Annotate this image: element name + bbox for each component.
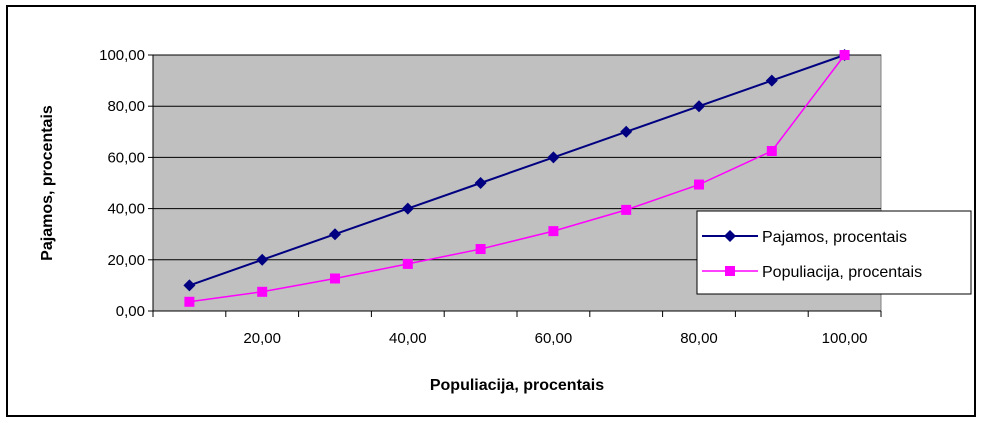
series-line-pajamos: [189, 54, 845, 287]
data-point-populiacija: [475, 244, 486, 255]
x-tick-label: 20,00: [243, 330, 281, 347]
y-tick-label: 80,00: [107, 98, 145, 115]
axes: 0,00 20,00 40,00 60,00 80,00 100,00 20,00 40,00…: [99, 47, 882, 347]
y-axis-title: Pajamos, procentais: [39, 105, 56, 261]
y-tick-label: 40,00: [107, 201, 145, 218]
data-point-populiacija: [184, 296, 195, 307]
series-line-populiacija: [189, 54, 846, 303]
data-point-pajamos: [256, 253, 269, 266]
x-tick-label: 100,00: [822, 330, 868, 347]
y-tick-label: 0,00: [116, 303, 145, 320]
series-layer: [183, 49, 851, 307]
data-point-pajamos: [547, 151, 560, 164]
data-point-populiacija: [330, 273, 340, 284]
data-point-populiacija: [257, 286, 268, 297]
legend-marker-pajamos: [724, 230, 736, 242]
data-point-pajamos: [401, 202, 414, 215]
x-tick-label: 60,00: [535, 330, 573, 347]
data-point-populiacija: [621, 204, 632, 215]
data-point-populiacija: [839, 50, 850, 60]
x-tick-label: 40,00: [389, 330, 427, 347]
data-point-populiacija: [694, 179, 704, 190]
data-point-pajamos: [693, 100, 705, 113]
y-tick-label: 60,00: [107, 149, 145, 166]
data-point-populiacija: [548, 226, 559, 237]
data-point-populiacija: [402, 258, 413, 269]
gridlines: [153, 54, 881, 261]
data-point-populiacija: [766, 146, 777, 156]
data-point-pajamos: [183, 279, 196, 292]
legend-marker-populiacija: [725, 266, 735, 276]
legend-box: [696, 210, 972, 295]
data-point-pajamos: [474, 177, 487, 189]
x-tick-label: 80,00: [680, 330, 718, 347]
legend-label-populiacija: Populiacija, procentais: [762, 264, 922, 281]
x-axis-title: Populiacija, procentais: [430, 377, 604, 394]
data-point-pajamos: [620, 125, 633, 138]
y-tick-label: 100,00: [99, 47, 145, 64]
legend: Pajamos, procentais Populiacija, procent…: [696, 210, 972, 295]
data-point-pajamos: [765, 74, 778, 87]
legend-label-pajamos: Pajamos, procentais: [762, 229, 907, 246]
y-tick-label: 20,00: [107, 252, 145, 269]
data-point-pajamos: [329, 228, 341, 241]
